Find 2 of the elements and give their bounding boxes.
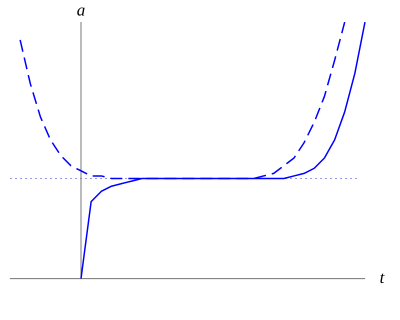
y-axis-title: a [76,0,86,20]
x-axis-title: t [380,268,386,288]
